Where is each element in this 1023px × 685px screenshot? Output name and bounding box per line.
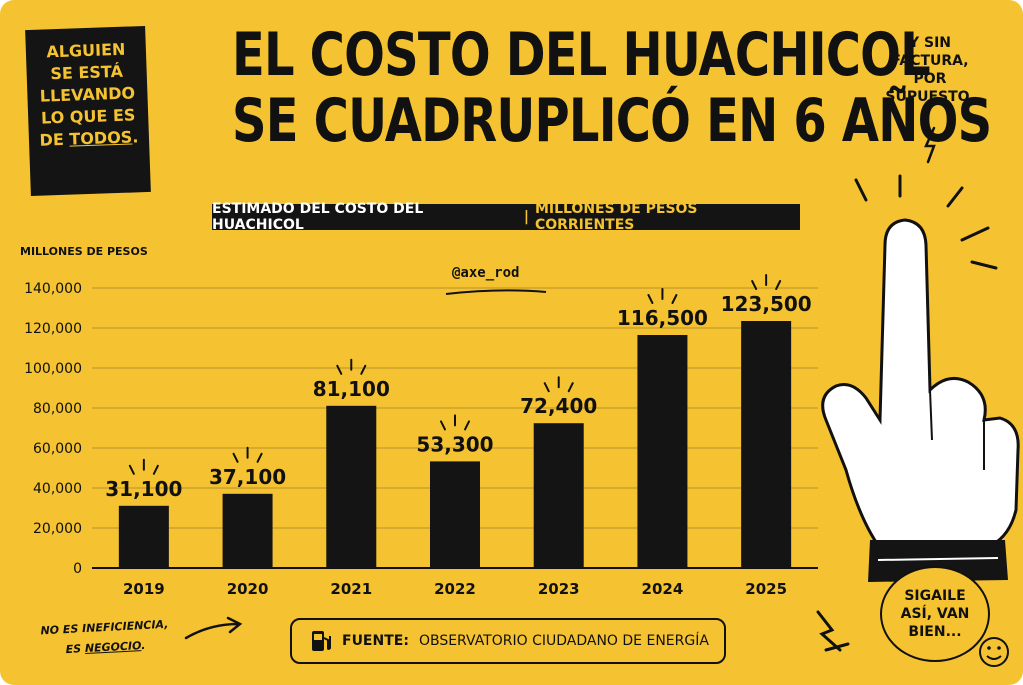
- y-tick-label: 120,000: [24, 321, 82, 337]
- bar: [118, 505, 169, 568]
- sparkle-icon: [232, 446, 263, 463]
- bar: [637, 335, 688, 568]
- subtitle-main: ESTIMADO DEL COSTO DEL HUACHICOL: [212, 201, 424, 233]
- subtitle-separator: |: [523, 209, 529, 225]
- y-tick-label: 140,000: [24, 281, 82, 297]
- author-handle: @axe_rod: [452, 265, 520, 281]
- middle-finger-hand-icon: [821, 174, 1020, 582]
- side-note: Y SIN FACTURA, POR SUPUESTO.: [870, 34, 990, 106]
- bar-value-label: 53,300: [416, 432, 493, 456]
- y-tick-label: 20,000: [33, 521, 82, 537]
- x-tick-label: 2020: [227, 580, 269, 598]
- y-tick-label: 40,000: [33, 481, 82, 497]
- bar-value-label: 123,500: [721, 292, 812, 316]
- x-tick-label: 2024: [642, 580, 684, 598]
- bar-value-label: 31,100: [105, 477, 182, 501]
- arrow-icon: [184, 616, 243, 640]
- handle-underline: [445, 289, 547, 295]
- x-tick-label: 2025: [745, 580, 787, 598]
- sparkle-icon: [336, 358, 367, 375]
- bottom-note-prefix: ES: [65, 642, 86, 657]
- y-tick-label: 0: [73, 561, 82, 577]
- bar: [741, 321, 792, 568]
- sparkle-icon: [128, 458, 159, 475]
- bubble-line: ASÍ, VAN: [900, 606, 970, 622]
- side-note-line: Y SIN: [908, 35, 952, 51]
- source-box: FUENTE: OBSERVATORIO CIUDADANO DE ENERGÍ…: [290, 618, 726, 664]
- bottom-note-underlined: NEGOCIO: [84, 639, 142, 656]
- subtitle-units: MILLONES DE PESOS CORRIENTES: [534, 201, 698, 233]
- bar-value-label: 37,100: [209, 465, 286, 489]
- x-tick-label: 2023: [538, 580, 580, 598]
- side-note-line: FACTURA,: [891, 53, 969, 69]
- sparkle-icon: [751, 274, 782, 290]
- sparkle-icon: [647, 288, 678, 304]
- y-tick-label: 80,000: [33, 401, 82, 417]
- source-label: FUENTE:: [342, 633, 409, 649]
- bar: [222, 493, 273, 568]
- bar: [533, 423, 584, 568]
- x-tick-label: 2021: [330, 580, 372, 598]
- zigzag-icon: [816, 610, 850, 652]
- chart-subtitle-bar: ESTIMADO DEL COSTO DEL HUACHICOL | MILLO…: [212, 201, 800, 233]
- bar-value-label: 116,500: [617, 306, 708, 330]
- lightning-icon: [924, 126, 936, 164]
- y-tick-label: 60,000: [33, 441, 82, 457]
- bar: [430, 461, 480, 568]
- bar: [326, 405, 377, 568]
- source-text: OBSERVATORIO CIUDADANO DE ENERGÍA: [418, 633, 709, 649]
- bar-value-label: 72,400: [520, 394, 597, 418]
- bar-value-label: 81,100: [313, 377, 390, 401]
- x-tick-label: 2019: [123, 580, 165, 598]
- y-axis-label: MILLONES DE PESOS: [20, 245, 148, 258]
- smiley-icon: [979, 637, 1009, 667]
- fuel-pump-icon: [312, 631, 331, 651]
- sparkle-icon: [440, 414, 470, 431]
- side-note-line: POR SUPUESTO.: [885, 71, 975, 105]
- bottom-note: NO ES INEFICIENCIA, ES NEGOCIO.: [29, 614, 181, 662]
- bubble-line: SIGAILE: [904, 588, 966, 604]
- y-tick-label: 100,000: [24, 361, 82, 377]
- bubble-line: BIEN...: [908, 624, 962, 640]
- speech-bubble: SIGAILE ASÍ, VAN BIEN...: [880, 566, 990, 662]
- x-tick-label: 2022: [434, 580, 476, 598]
- bottom-note-suffix: .: [140, 638, 146, 653]
- sparkle-icon: [543, 376, 574, 393]
